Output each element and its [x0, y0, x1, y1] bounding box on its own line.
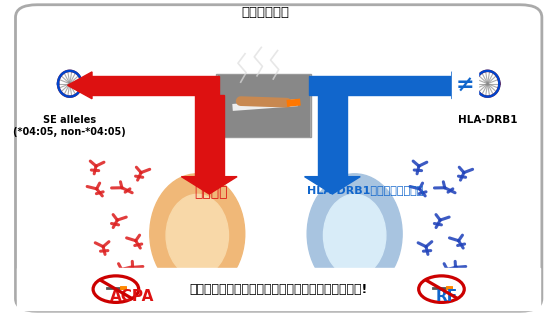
Bar [452, 71, 478, 100]
Text: 相互作用: 相互作用 [194, 185, 228, 199]
Text: 発症時の喫煙: 発症時の喫煙 [241, 6, 289, 19]
Text: ≠: ≠ [456, 75, 475, 95]
FancyBboxPatch shape [15, 5, 542, 311]
FancyBboxPatch shape [218, 75, 310, 137]
Ellipse shape [150, 174, 245, 294]
Bar [195, 95, 224, 177]
Text: HLA-DRB1: HLA-DRB1 [458, 115, 518, 125]
FancyArrow shape [452, 72, 476, 99]
Ellipse shape [307, 174, 402, 294]
Text: ACPA: ACPA [110, 289, 155, 304]
Text: SE alleles
(*04:05, non-*04:05): SE alleles (*04:05, non-*04:05) [13, 115, 126, 137]
Bar [91, 76, 219, 95]
Text: RF: RF [436, 289, 458, 304]
Text: 禁煙により自己抗体高値への影響は徐々に低下する!: 禁煙により自己抗体高値への影響は徐々に低下する! [190, 283, 368, 296]
Ellipse shape [323, 194, 386, 276]
Text: HLA-DRB1とは独立した影響: HLA-DRB1とは独立した影響 [307, 185, 424, 195]
FancyArrow shape [182, 177, 237, 194]
FancyBboxPatch shape [216, 74, 311, 137]
FancyArrow shape [305, 177, 360, 194]
Ellipse shape [166, 194, 228, 276]
Bar [318, 95, 347, 177]
Bar [309, 76, 452, 95]
Bar [17, 268, 540, 310]
Circle shape [93, 276, 139, 302]
Circle shape [419, 276, 464, 302]
FancyArrow shape [68, 72, 92, 99]
